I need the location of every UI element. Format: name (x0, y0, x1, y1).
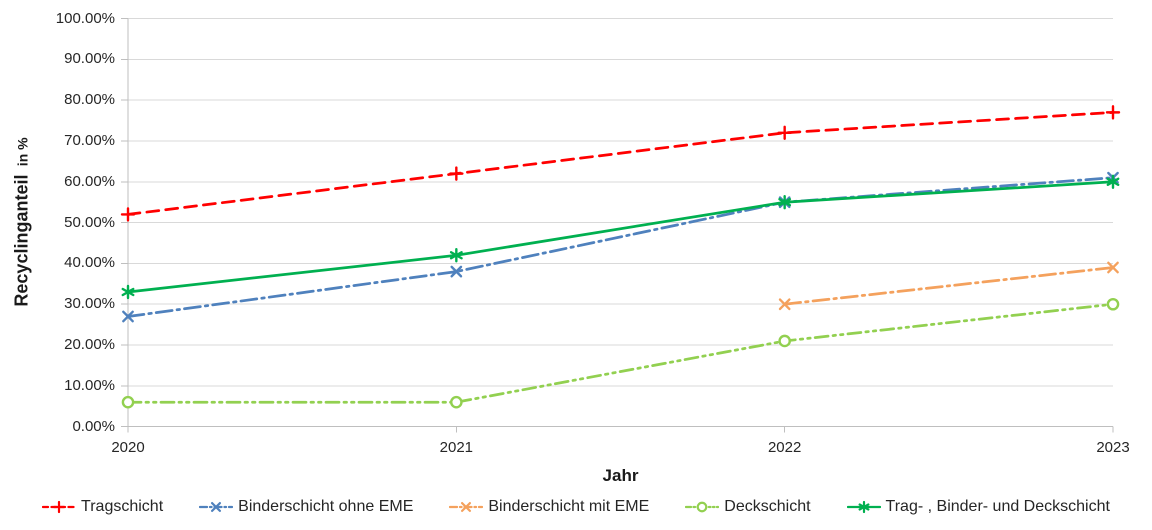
y-tick-label: 40.00% (64, 254, 115, 272)
y-axis-title-unit (15, 166, 31, 170)
legend-item-label: Deckschicht (724, 498, 811, 515)
y-axis-title-text: Recyclinganteil (11, 174, 32, 307)
data-point-marker (450, 265, 463, 278)
data-point-marker (858, 500, 869, 514)
y-axis-title-unit-text: in % (14, 137, 31, 167)
y-tick-label: 30.00% (64, 295, 115, 313)
data-point-marker (1107, 261, 1119, 274)
legend-marker-icon (685, 501, 720, 513)
x-tick-label: 2021 (439, 438, 474, 456)
y-tick-label: 70.00% (64, 131, 115, 149)
y-tick-label: 20.00% (64, 336, 115, 354)
series-line (126, 302, 1115, 404)
legend-item-label: Binderschicht ohne EME (238, 498, 414, 515)
data-point-marker (461, 501, 472, 512)
x-axis-title: Jahr (602, 466, 639, 485)
y-tick-label: 90.00% (64, 50, 115, 68)
data-point-marker (1106, 174, 1120, 189)
legend-item-label: Binderschicht mit EME (488, 498, 650, 515)
legend: Tragschicht Binderschicht ohne EME Binders… (0, 498, 1152, 516)
data-point-marker (449, 166, 464, 181)
data-point-marker (120, 207, 136, 222)
y-tick-label: 80.00% (64, 91, 115, 109)
legend-marker-icon (199, 501, 234, 512)
data-point-marker (1106, 297, 1120, 311)
legend-item: Tragschicht (42, 498, 163, 516)
data-point-marker (778, 334, 791, 348)
series-line (126, 176, 1115, 318)
legend-marker-icon (846, 500, 881, 514)
data-point-marker (778, 298, 791, 311)
data-point-marker (449, 248, 463, 263)
y-tick-label: 60.00% (64, 172, 115, 190)
data-point-marker (777, 125, 792, 140)
data-point-marker (121, 284, 135, 300)
y-tick-label: 100.00% (55, 9, 115, 27)
legend-item-label: Tragschicht (81, 498, 164, 515)
legend-item: Trag- , Binder- und Deckschicht (846, 498, 1110, 516)
series-line (126, 180, 1115, 294)
data-point-marker (52, 500, 66, 514)
x-tick-label: 2020 (111, 438, 145, 456)
legend-marker-icon (449, 501, 484, 512)
data-point-marker (1105, 105, 1121, 120)
data-point-marker (121, 395, 135, 409)
legend-item: Deckschicht (685, 498, 811, 516)
data-point-marker (211, 501, 222, 512)
y-tick-label: 10.00% (64, 376, 115, 394)
y-tick-label: 0.00% (72, 417, 115, 435)
data-point-marker (450, 395, 463, 409)
series-line (783, 266, 1115, 306)
data-point-marker (696, 501, 708, 513)
legend-marker-icon (42, 500, 77, 514)
y-axis-title: Recyclinganteil in % (12, 137, 33, 306)
legend-item: Binderschicht ohne EME (199, 498, 413, 516)
legend-item: Binderschicht mit EME (449, 498, 649, 516)
data-point-marker (778, 194, 792, 210)
x-tick-label: 2022 (767, 438, 802, 456)
y-tick-label: 50.00% (64, 213, 115, 231)
legend-item-label: Trag- , Binder- und Deckschicht (885, 498, 1110, 515)
x-tick-label: 2023 (1096, 438, 1130, 456)
data-point-marker (122, 310, 134, 323)
series-line (126, 111, 1115, 216)
